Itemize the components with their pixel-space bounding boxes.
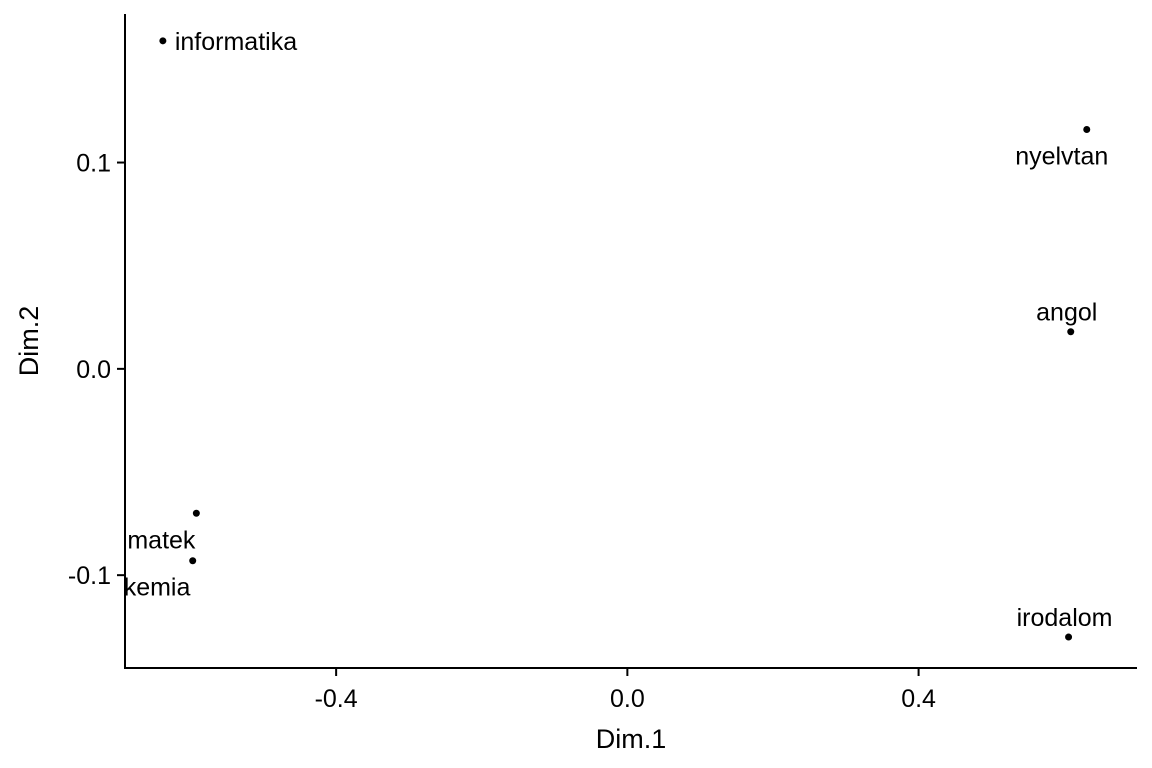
data-point-label: irodalom	[1017, 604, 1113, 632]
y-tick-label: -0.1	[68, 562, 111, 590]
y-tick-label: 0.1	[76, 150, 111, 178]
x-tick-label: 0.0	[610, 685, 645, 713]
x-axis-title: Dim.1	[596, 724, 667, 754]
plot-area: informatika nyelvtan angol matek kemia irodal…	[124, 28, 1113, 641]
x-axis-ticks: -0.4 0.0 0.4	[315, 668, 936, 713]
data-point-label: nyelvtan	[1015, 143, 1108, 171]
data-point-label: kemia	[124, 574, 191, 602]
y-tick-label: 0.0	[76, 356, 111, 384]
data-point-label: angol	[1036, 299, 1097, 327]
x-tick-label: -0.4	[315, 685, 358, 713]
data-point	[192, 509, 200, 517]
data-point	[189, 557, 197, 565]
data-point	[159, 37, 167, 45]
data-point	[1083, 126, 1091, 134]
data-point	[1065, 633, 1073, 641]
y-axis-title: Dim.2	[14, 306, 44, 377]
data-point	[1067, 328, 1075, 336]
data-point-label: matek	[127, 526, 196, 554]
y-axis-ticks: -0.1 0.0 0.1	[68, 150, 125, 590]
data-point-label: informatika	[175, 28, 297, 56]
x-tick-label: 0.4	[901, 685, 936, 713]
